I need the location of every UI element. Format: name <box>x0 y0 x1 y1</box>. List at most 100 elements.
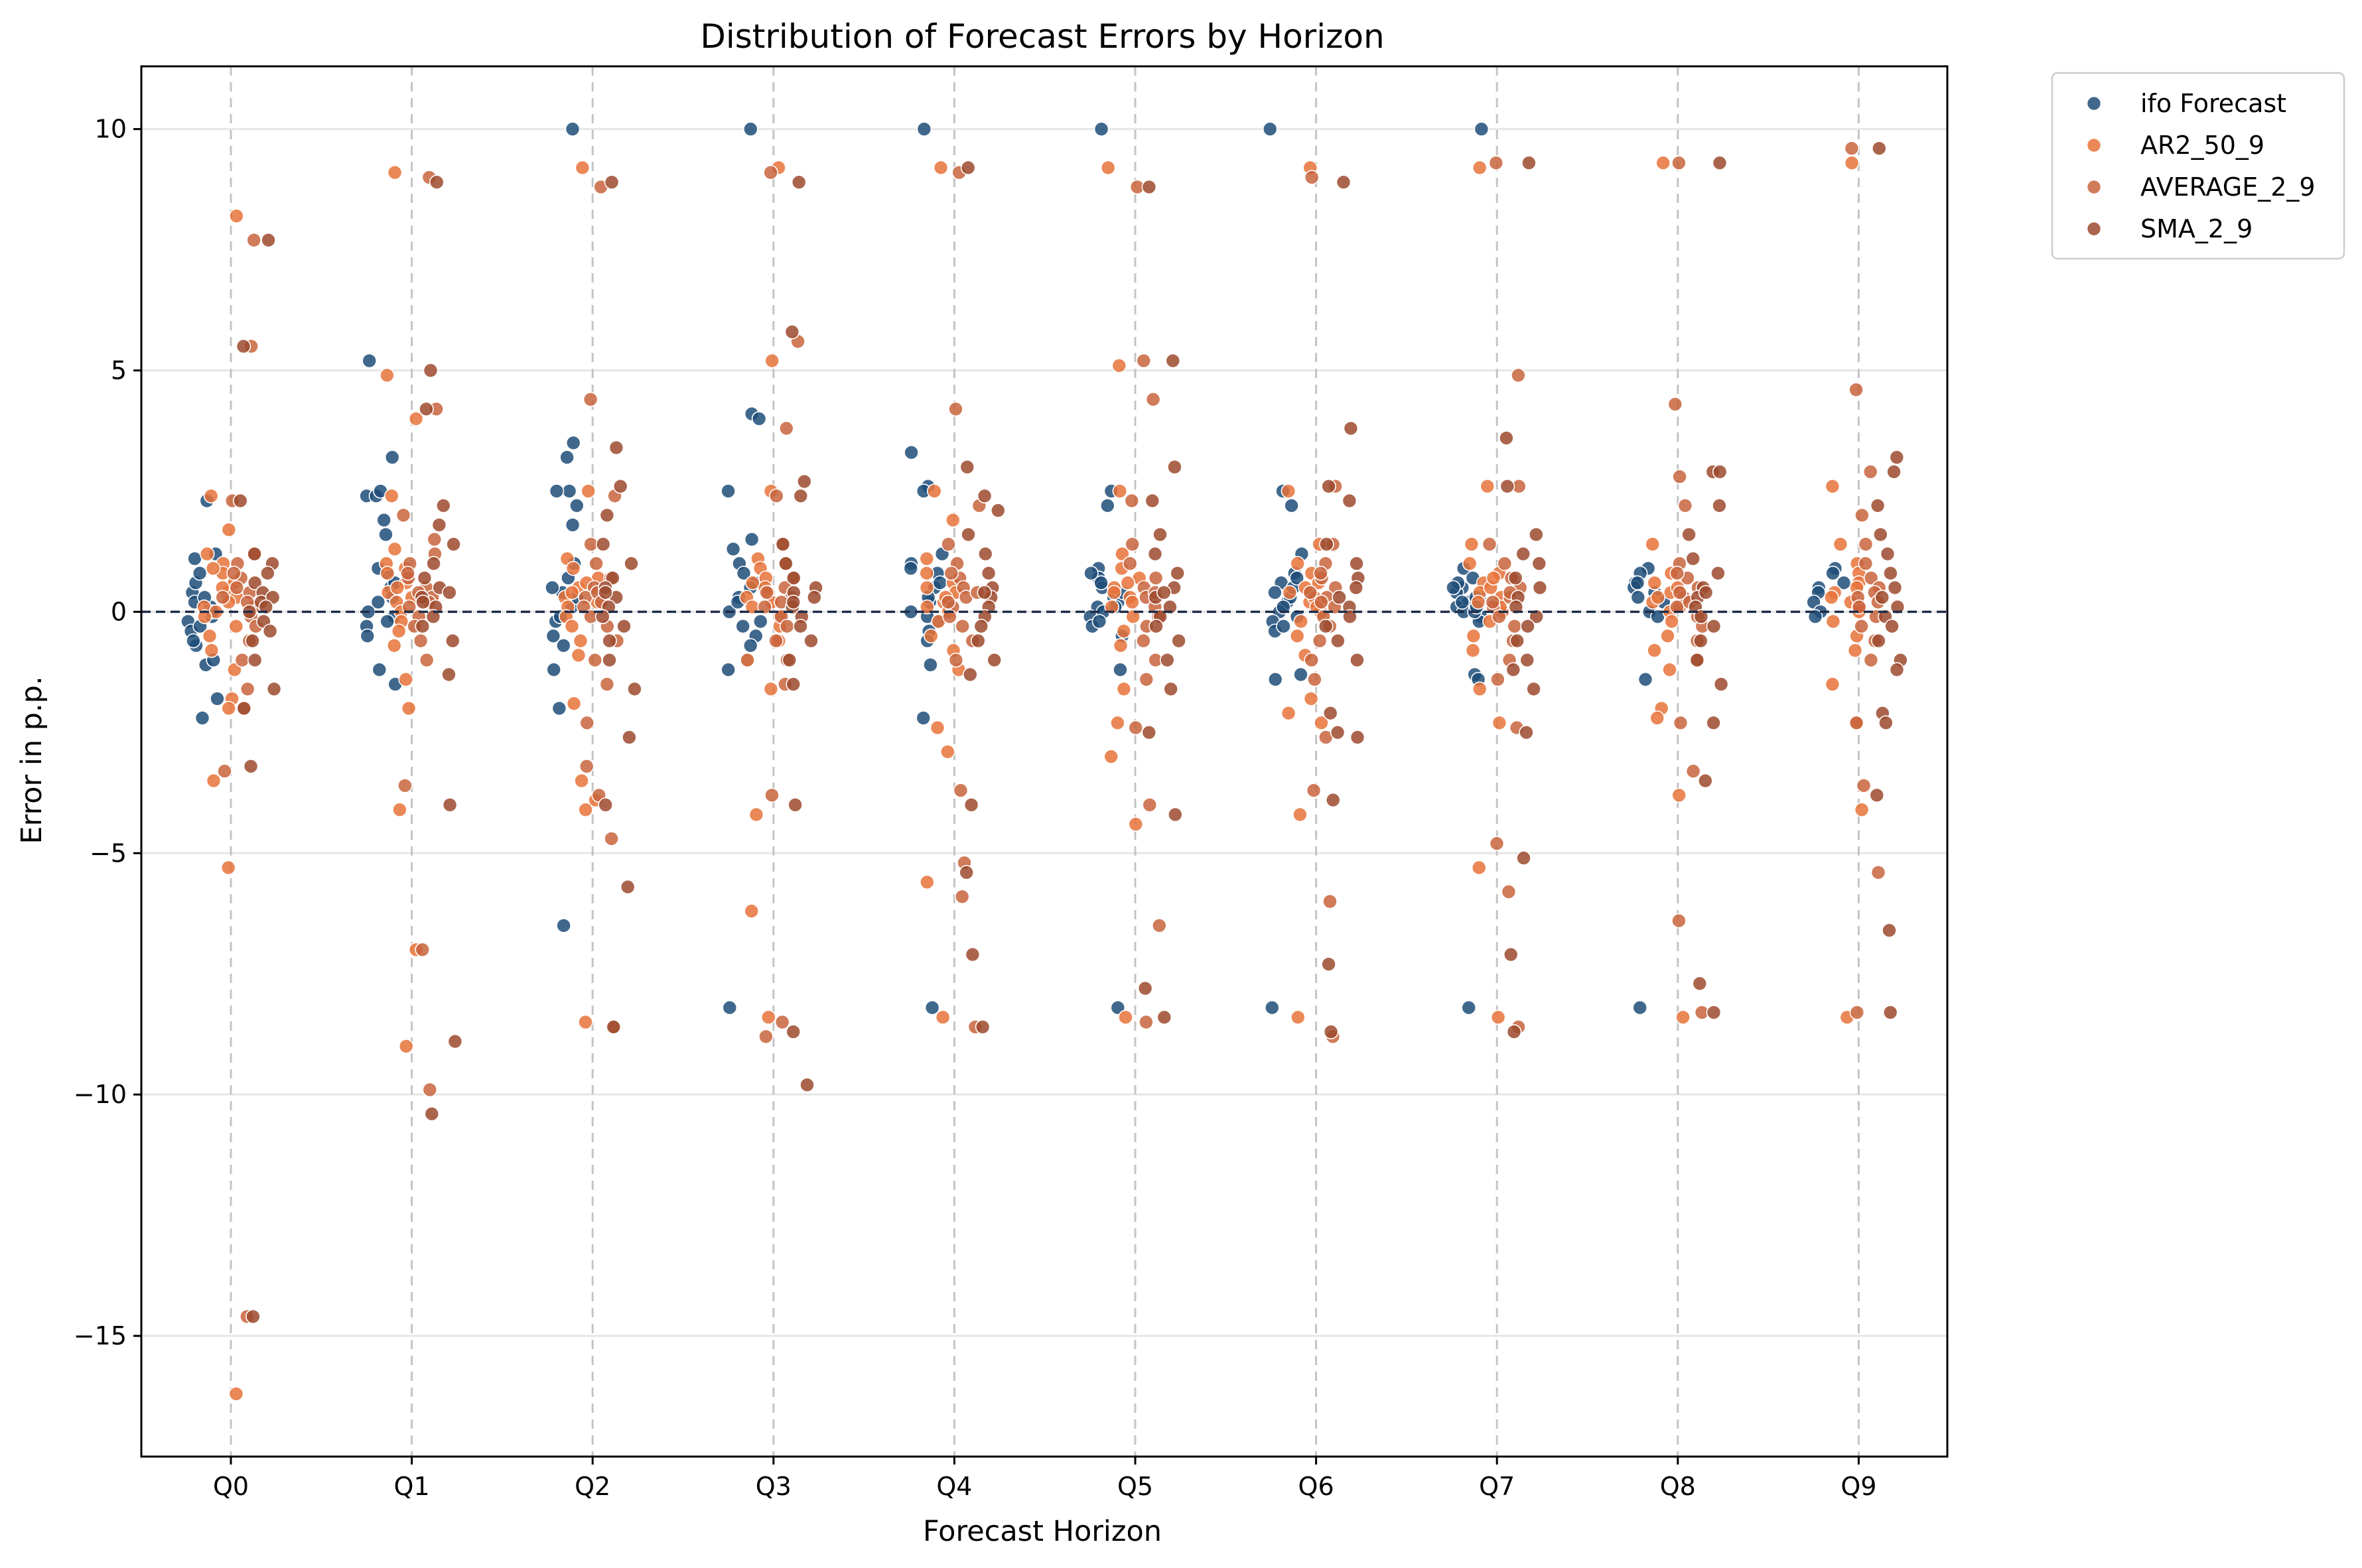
data-point-sma-2-9 <box>959 865 974 880</box>
data-point-average-2-9 <box>942 609 957 625</box>
data-point-sma-2-9 <box>1137 980 1153 996</box>
data-point-ar2-50-9 <box>1110 715 1125 731</box>
x-tick-label: Q4 <box>936 1472 972 1501</box>
data-point-sma-2-9 <box>1508 599 1524 615</box>
data-point-average-2-9 <box>940 594 956 610</box>
data-point-ifo-forecast <box>1825 565 1841 581</box>
data-point-ar2-50-9 <box>1103 749 1119 764</box>
data-point-ar2-50-9 <box>1854 802 1870 818</box>
data-point-ar2-50-9 <box>1825 677 1841 692</box>
legend-label: SMA_2_9 <box>2140 214 2253 243</box>
points-layer <box>180 121 1908 1402</box>
data-point-average-2-9 <box>415 942 431 958</box>
data-point-ar2-50-9 <box>221 522 237 538</box>
data-point-ifo-forecast <box>1630 575 1645 591</box>
data-point-ar2-50-9 <box>763 681 779 697</box>
data-point-average-2-9 <box>1671 913 1687 929</box>
data-point-sma-2-9 <box>784 324 800 340</box>
data-point-sma-2-9 <box>616 618 632 634</box>
data-point-average-2-9 <box>1671 155 1687 170</box>
data-point-ar2-50-9 <box>1647 575 1663 591</box>
x-tick-label: Q6 <box>1298 1472 1334 1501</box>
data-point-ifo-forecast <box>736 565 752 581</box>
data-point-ar2-50-9 <box>1115 546 1130 562</box>
data-point-ar2-50-9 <box>228 618 244 634</box>
data-point-sma-2-9 <box>1516 850 1531 866</box>
data-point-average-2-9 <box>583 391 598 407</box>
data-point-ar2-50-9 <box>571 647 587 663</box>
data-point-sma-2-9 <box>1499 430 1514 446</box>
data-point-ar2-50-9 <box>940 744 955 759</box>
data-point-sma-2-9 <box>1499 478 1515 494</box>
data-point-sma-2-9 <box>981 565 997 581</box>
data-point-ifo-forecast <box>924 1000 940 1015</box>
data-point-ar2-50-9 <box>1655 155 1671 170</box>
data-point-ifo-forecast <box>721 484 736 499</box>
data-point-sma-2-9 <box>1141 179 1157 195</box>
data-point-sma-2-9 <box>1887 580 1903 596</box>
data-point-average-2-9 <box>1858 537 1874 552</box>
data-point-sma-2-9 <box>1706 715 1721 731</box>
data-point-sma-2-9 <box>1162 599 1178 615</box>
data-point-average-2-9 <box>1667 397 1683 412</box>
data-point-average-2-9 <box>1482 537 1497 552</box>
data-point-average-2-9 <box>1136 633 1151 649</box>
data-point-sma-2-9 <box>1520 618 1535 634</box>
data-point-ar2-50-9 <box>933 160 949 176</box>
legend-marker <box>2086 221 2102 237</box>
data-point-average-2-9 <box>1492 609 1507 625</box>
data-point-average-2-9 <box>1672 469 1687 484</box>
data-point-ar2-50-9 <box>920 874 935 890</box>
data-point-ar2-50-9 <box>1128 817 1144 832</box>
data-point-ar2-50-9 <box>1290 556 1305 571</box>
data-point-ar2-50-9 <box>935 1010 951 1025</box>
data-point-average-2-9 <box>215 590 231 605</box>
data-point-sma-2-9 <box>1156 1010 1172 1025</box>
data-point-average-2-9 <box>1488 155 1504 170</box>
data-point-average-2-9 <box>948 401 963 417</box>
data-point-ifo-forecast <box>1262 121 1278 137</box>
data-point-ifo-forecast <box>186 633 201 649</box>
data-point-average-2-9 <box>1322 893 1338 909</box>
data-point-ifo-forecast <box>751 411 767 426</box>
data-point-sma-2-9 <box>1165 353 1181 369</box>
data-point-sma-2-9 <box>1532 580 1548 596</box>
data-point-sma-2-9 <box>778 556 794 571</box>
data-point-sma-2-9 <box>445 633 460 649</box>
data-point-sma-2-9 <box>1350 730 1365 745</box>
data-point-sma-2-9 <box>431 517 447 533</box>
data-point-average-2-9 <box>774 1014 790 1030</box>
data-point-average-2-9 <box>1314 594 1329 610</box>
data-point-ar2-50-9 <box>202 628 218 644</box>
data-point-ar2-50-9 <box>387 164 403 180</box>
data-point-ifo-forecast <box>380 614 395 629</box>
data-point-average-2-9 <box>1511 367 1526 383</box>
data-point-sma-2-9 <box>978 546 993 562</box>
data-point-average-2-9 <box>955 618 970 634</box>
data-point-sma-2-9 <box>627 681 642 697</box>
data-point-average-2-9 <box>759 584 774 600</box>
data-point-ar2-50-9 <box>1492 715 1507 731</box>
data-point-sma-2-9 <box>1710 565 1726 581</box>
data-point-ifo-forecast <box>722 1000 738 1015</box>
data-point-average-2-9 <box>1313 565 1328 581</box>
data-point-ifo-forecast <box>569 497 585 513</box>
data-point-average-2-9 <box>1863 570 1879 586</box>
data-point-average-2-9 <box>1142 797 1158 813</box>
data-point-average-2-9 <box>1672 584 1687 600</box>
data-point-sma-2-9 <box>973 618 989 634</box>
x-tick-label: Q1 <box>394 1472 430 1501</box>
data-point-sma-2-9 <box>606 1019 622 1035</box>
data-point-sma-2-9 <box>1882 1005 1898 1020</box>
data-point-ar2-50-9 <box>391 623 407 639</box>
data-point-average-2-9 <box>764 787 780 803</box>
data-point-ar2-50-9 <box>206 773 222 789</box>
data-point-sma-2-9 <box>245 633 260 649</box>
data-point-ar2-50-9 <box>199 546 215 562</box>
data-point-ar2-50-9 <box>761 1010 776 1025</box>
data-point-ar2-50-9 <box>927 484 942 499</box>
data-point-average-2-9 <box>1858 556 1874 571</box>
data-point-ar2-50-9 <box>1645 537 1660 552</box>
data-point-ar2-50-9 <box>387 541 403 557</box>
